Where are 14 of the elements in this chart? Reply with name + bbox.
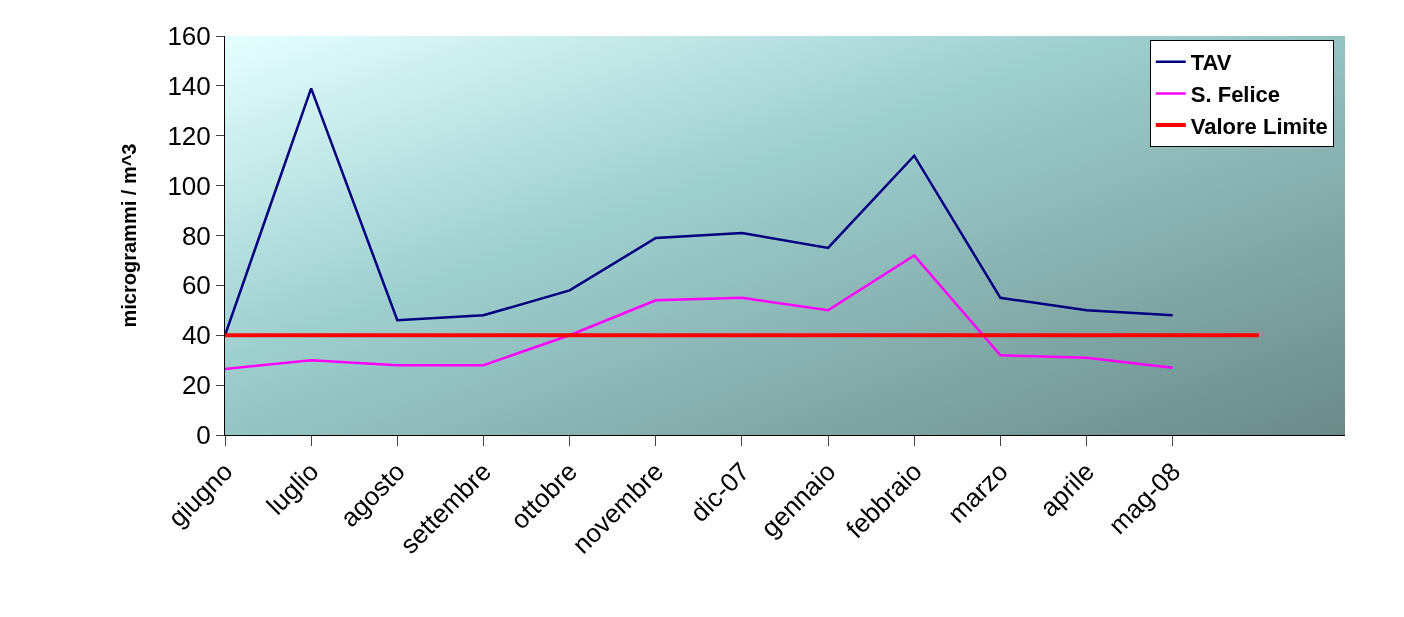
y-tick-label: 40 [181, 320, 211, 351]
y-tick-label: 160 [167, 21, 211, 52]
y-tick-label: 60 [181, 270, 211, 301]
legend-label: TAV [1190, 50, 1232, 76]
y-tick-label: 0 [196, 420, 211, 451]
legend-label: S. Felice [1190, 81, 1281, 107]
y-tick-label: 80 [181, 220, 211, 251]
y-tick-label: 140 [167, 70, 211, 101]
y-tick-label: 120 [167, 120, 211, 151]
line-series [225, 254, 1174, 371]
y-axis-title: microgrammi / m^3 [117, 143, 140, 328]
y-tick-label: 100 [167, 170, 211, 201]
y-tick-label: 20 [181, 370, 211, 401]
legend-label: Valore Limite [1190, 113, 1328, 139]
